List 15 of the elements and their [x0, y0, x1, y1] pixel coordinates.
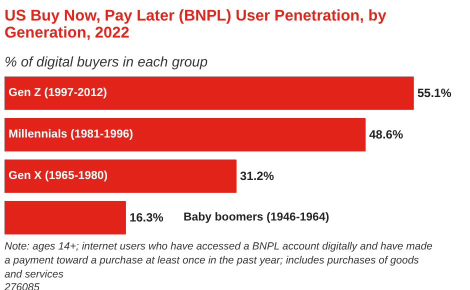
y-tick-label: Gen Z (1997-2012)	[8, 87, 108, 100]
data-label: 31.2%	[240, 169, 274, 184]
y-tick-label: Gen X (1965-1980)	[8, 170, 108, 182]
y-tick-label: Millennials (1981-1996)	[8, 128, 134, 141]
bar	[4, 160, 237, 193]
chart-subtitle: % of digital buyers in each group	[4, 54, 208, 70]
data-label: 48.6%	[369, 128, 404, 142]
text: Note: ages 14+; internet users who have accessed a BNPL account digitally and have made a payment toward a purchase at least once in the past year; includes purchases of goods and services	[4, 240, 433, 280]
bar	[4, 76, 414, 110]
data-label: 16.3%	[129, 210, 164, 225]
y-tick-label: Baby boomers (1946-1964)	[183, 212, 330, 224]
bar	[4, 118, 366, 152]
chart-title: US Buy Now, Pay Later (BNPL) User Penetration, by Generation, 2022	[4, 8, 387, 42]
data-label: 55.1%	[417, 86, 452, 100]
bar	[4, 201, 126, 234]
